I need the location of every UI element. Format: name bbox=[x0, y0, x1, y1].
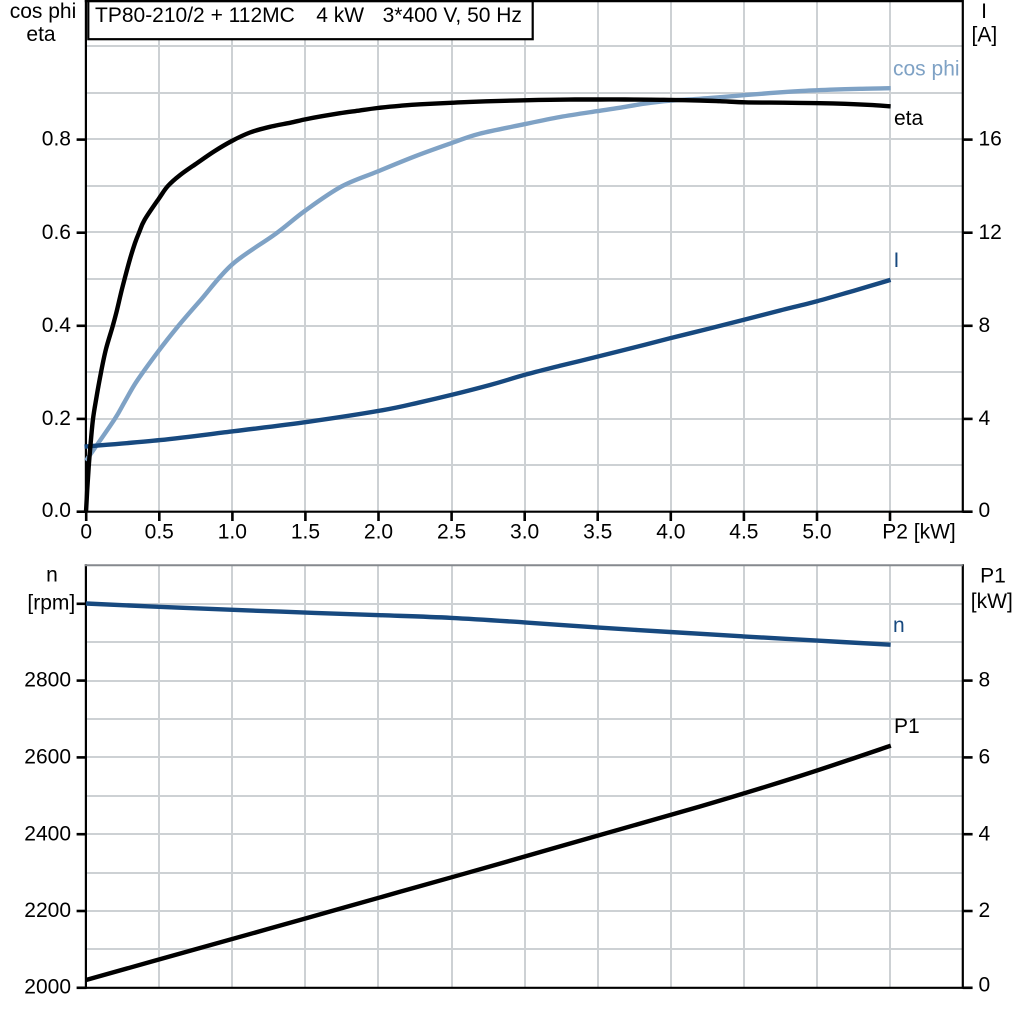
svg-text:4: 4 bbox=[979, 407, 991, 430]
svg-text:2200: 2200 bbox=[24, 899, 71, 922]
svg-text:2800: 2800 bbox=[24, 669, 71, 692]
svg-text:cos phi: cos phi bbox=[10, 0, 77, 23]
svg-text:0.5: 0.5 bbox=[145, 521, 174, 544]
svg-text:TP80-210/2 + 112MC: TP80-210/2 + 112MC bbox=[95, 4, 295, 27]
svg-text:P2 [kW]: P2 [kW] bbox=[882, 521, 956, 544]
svg-text:2: 2 bbox=[979, 899, 991, 922]
svg-text:5.0: 5.0 bbox=[802, 521, 831, 544]
svg-text:cos phi: cos phi bbox=[893, 58, 960, 81]
svg-text:4.5: 4.5 bbox=[729, 521, 758, 544]
svg-text:4 kW: 4 kW bbox=[316, 4, 364, 27]
svg-text:I: I bbox=[981, 0, 987, 23]
svg-text:eta: eta bbox=[26, 23, 56, 46]
svg-text:I: I bbox=[894, 249, 900, 272]
svg-text:0: 0 bbox=[979, 974, 991, 997]
svg-text:P1: P1 bbox=[894, 715, 920, 738]
svg-text:0: 0 bbox=[979, 499, 991, 522]
svg-text:4.0: 4.0 bbox=[656, 521, 685, 544]
svg-text:2.5: 2.5 bbox=[437, 521, 466, 544]
svg-text:[kW]: [kW] bbox=[971, 590, 1013, 613]
svg-text:0.2: 0.2 bbox=[42, 407, 71, 430]
svg-text:0.8: 0.8 bbox=[42, 128, 71, 151]
svg-text:4: 4 bbox=[979, 822, 991, 845]
svg-text:n: n bbox=[46, 563, 58, 586]
svg-text:n: n bbox=[893, 614, 905, 637]
svg-text:2000: 2000 bbox=[24, 975, 71, 998]
svg-text:[rpm]: [rpm] bbox=[27, 592, 75, 615]
svg-text:0: 0 bbox=[80, 521, 92, 544]
svg-text:2.0: 2.0 bbox=[364, 521, 393, 544]
svg-text:3.0: 3.0 bbox=[510, 521, 539, 544]
svg-text:eta: eta bbox=[894, 107, 924, 130]
svg-text:0.4: 0.4 bbox=[42, 314, 72, 337]
svg-text:1.5: 1.5 bbox=[291, 521, 320, 544]
svg-text:8: 8 bbox=[979, 669, 991, 692]
svg-text:1.0: 1.0 bbox=[218, 521, 247, 544]
svg-text:3*400 V, 50 Hz: 3*400 V, 50 Hz bbox=[383, 4, 522, 27]
svg-text:P1: P1 bbox=[980, 565, 1006, 588]
svg-text:12: 12 bbox=[979, 221, 1002, 244]
svg-text:8: 8 bbox=[979, 314, 991, 337]
svg-text:0.6: 0.6 bbox=[42, 221, 71, 244]
svg-text:16: 16 bbox=[979, 128, 1002, 151]
svg-text:2400: 2400 bbox=[24, 822, 71, 845]
svg-text:2600: 2600 bbox=[24, 746, 71, 769]
svg-text:3.5: 3.5 bbox=[583, 521, 612, 544]
svg-text:[A]: [A] bbox=[972, 23, 998, 46]
svg-text:0.0: 0.0 bbox=[42, 499, 71, 522]
svg-text:6: 6 bbox=[979, 746, 991, 769]
